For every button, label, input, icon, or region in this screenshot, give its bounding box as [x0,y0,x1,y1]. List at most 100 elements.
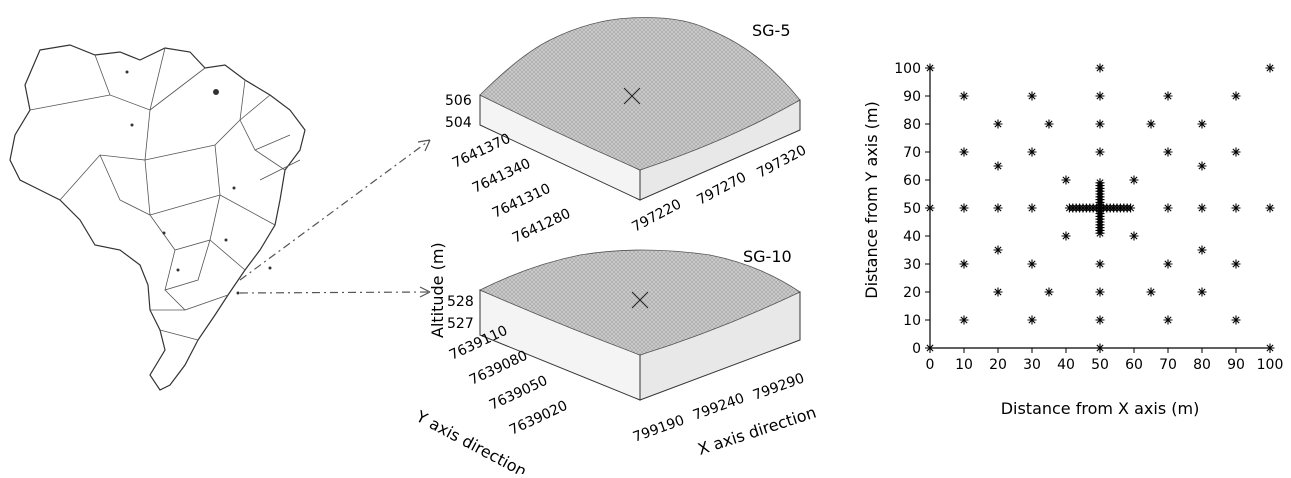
y-tick-label: 20 [903,285,921,301]
sg5-z-ticks: 506 504 [445,93,472,131]
sample-point [1027,91,1037,101]
sg5-title: SG-5 [752,21,791,40]
sample-point [959,203,969,213]
sample-point [1197,203,1207,213]
sample-point [1197,245,1207,255]
surface-sg5: SG-5 506 504 7641370 7641340 7641310 764… [445,17,809,247]
sample-point [1197,287,1207,297]
svg-text:527: 527 [447,316,474,332]
sample-point [1044,119,1054,129]
sample-point [1095,259,1105,269]
sample-point [1095,178,1105,188]
surface-plots: SG-5 506 504 7641370 7641340 7641310 764… [412,17,819,478]
sample-point [1095,343,1105,353]
sample-point [959,91,969,101]
sample-point [1095,63,1105,73]
y-tick-label: 50 [903,201,921,217]
sample-point [1231,315,1241,325]
sg5-surface [479,17,801,171]
x-tick-label: 10 [955,357,973,373]
sample-point [959,147,969,157]
sample-point [1231,203,1241,213]
sample-point [1231,259,1241,269]
sample-point [1231,91,1241,101]
sample-point [1231,147,1241,157]
sample-point [1265,63,1275,73]
svg-text:799290: 799290 [751,370,807,403]
sample-point [1146,119,1156,129]
svg-text:797220: 797220 [629,196,684,235]
y-tick-label: 60 [903,173,921,189]
x-tick-label: 30 [1023,357,1041,373]
x-tick-label: 60 [1125,357,1143,373]
x-tick-label: 70 [1159,357,1177,373]
sample-point [1129,231,1139,241]
x-tick-label: 50 [1091,357,1109,373]
sample-point [1146,287,1156,297]
sample-point [959,259,969,269]
surface-sg10: SG-10 528 527 Altitude (m) 7639110 76390… [412,242,818,478]
svg-text:797270: 797270 [694,169,749,208]
sg10-markers [631,291,649,309]
sample-point [1095,147,1105,157]
sample-point [1129,175,1139,185]
svg-text:506: 506 [445,93,472,109]
y-tick-label: 10 [903,313,921,329]
sample-point [1265,343,1275,353]
sg10-y-label: Y axis direction [412,406,530,474]
sample-point [993,287,1003,297]
sample-point [1095,287,1105,297]
x-tick-label: 80 [1193,357,1211,373]
sample-point [1095,315,1105,325]
sample-point [1061,175,1071,185]
x-tick-label: 20 [989,357,1007,373]
sample-point [1126,203,1136,213]
svg-text:528: 528 [447,294,474,310]
sample-point [1027,259,1037,269]
svg-text:797320: 797320 [754,142,809,181]
sample-point [1163,259,1173,269]
svg-text:504: 504 [445,115,472,131]
sampling-grid-panel: 0 10 20 30 40 50 60 70 80 90 100 0 10 20 30 40 50 60 70 80… [860,50,1291,430]
x-axis-label: Distance from X axis (m) [1001,399,1200,418]
y-tick-labels: 0 10 20 30 40 50 60 70 80 90 100 [894,61,930,357]
sample-point [1163,91,1173,101]
x-tick-label: 90 [1227,357,1245,373]
sample-point [1095,91,1105,101]
sample-point [1044,287,1054,297]
sample-point [925,203,935,213]
x-tick-label: 40 [1057,357,1075,373]
brazil-map [9,44,306,391]
svg-text:799240: 799240 [691,390,747,423]
y-tick-label: 30 [903,257,921,273]
sg5-markers [623,87,641,105]
sample-point [925,63,935,73]
y-tick-label: 70 [903,145,921,161]
sample-point [1265,203,1275,213]
y-tick-label: 40 [903,229,921,245]
svg-text:7639020: 7639020 [507,398,570,439]
sg10-z-label: Altitude (m) [428,242,447,338]
sample-point [1027,315,1037,325]
sample-point [1095,206,1105,216]
y-tick-label: 0 [912,341,921,357]
x-tick-label: 100 [1257,357,1284,373]
svg-text:799190: 799190 [631,412,687,445]
sample-points [925,63,1275,353]
sg10-surface [479,249,801,356]
sampling-grid-chart: 0 10 20 30 40 50 60 70 80 90 100 0 10 20 30 40 50 60 70 80… [862,61,1284,418]
sample-point [959,315,969,325]
sg10-title: SG-10 [743,247,792,266]
sample-point [993,245,1003,255]
sample-point [1027,203,1037,213]
sample-point [1197,119,1207,129]
sample-point [1163,147,1173,157]
sample-point [1163,203,1173,213]
x-tick-label: 0 [926,357,935,373]
sample-point [1095,119,1105,129]
y-tick-label: 80 [903,117,921,133]
sg10-z-ticks: 528 527 [447,294,474,332]
brazil-map-panel [0,40,320,400]
surface-panel: SG-5 506 504 7641370 7641340 7641310 764… [410,0,860,478]
sample-point [1027,147,1037,157]
